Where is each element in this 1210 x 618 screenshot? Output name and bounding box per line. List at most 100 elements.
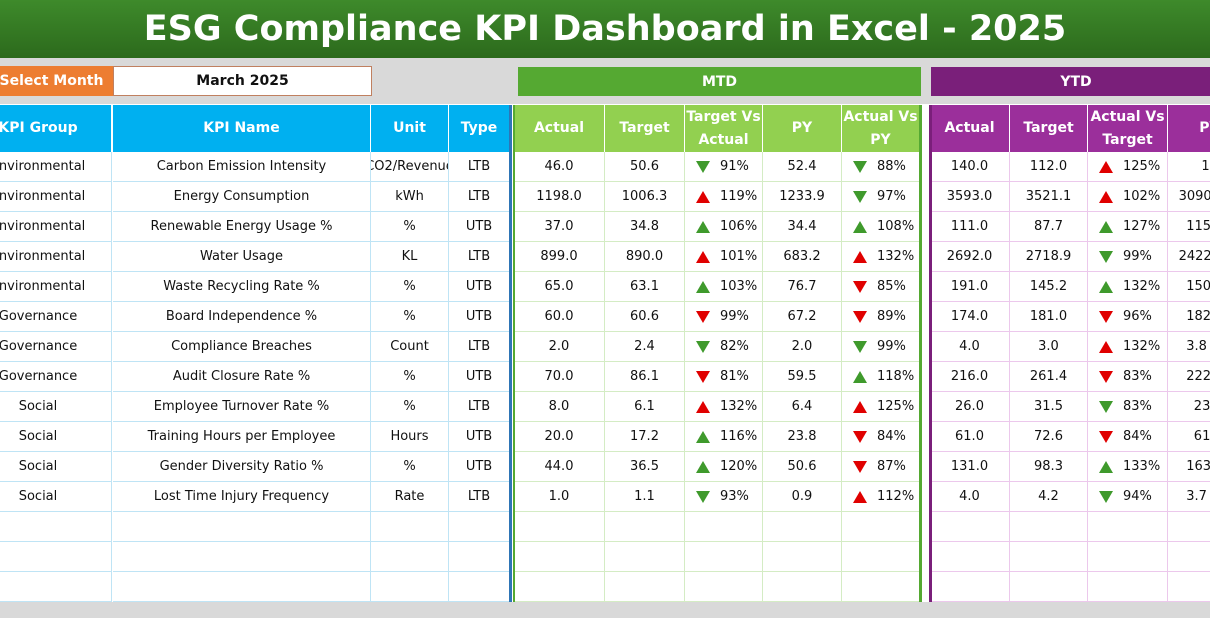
status-cell: 102% [1088,182,1168,212]
status-cell: 108% [842,212,920,242]
empty-cell [763,572,842,602]
status-cell: 125% [1088,152,1168,182]
arrow-shape [696,160,710,173]
cell-value: 60.0 [514,302,605,332]
arrow-shape [696,190,710,203]
status-cell: 132% [1088,332,1168,362]
status-cell: 91% [685,152,763,182]
mtd-banner: MTD [518,67,921,96]
select-label: Select Month [0,66,113,96]
cell-value: 34.4 [763,212,842,242]
status-cell: 83% [1088,392,1168,422]
status-value: 116% [720,429,758,444]
cell-value: 222 [1168,362,1210,392]
status-cell: 82% [685,332,763,362]
arrow-shape [1099,460,1113,473]
cell-value: Water Usage [113,242,371,272]
empty-cell [1088,542,1168,572]
status-cell: 96% [1088,302,1168,332]
cell-value: 70.0 [514,362,605,392]
status-cell: 103% [685,272,763,302]
cell-value: 3593.0 [930,182,1010,212]
cell-value: Hours [371,422,449,452]
cell-value: 182 [1168,302,1210,332]
status-value: 81% [720,369,749,384]
empty-cell [930,542,1010,572]
column-header: Type [449,105,510,152]
cell-value: 115 [1168,212,1210,242]
status-cell: 118% [842,362,920,392]
status-arrow [853,370,867,383]
status-arrow [853,280,867,293]
cell-value: 181.0 [1010,302,1088,332]
cell-value: 44.0 [514,452,605,482]
empty-cell [842,542,920,572]
status-value: 93% [720,489,749,504]
empty-cell [0,512,112,542]
status-value: 84% [877,429,906,444]
cell-value: LTB [449,482,510,512]
status-value: 101% [720,249,758,264]
cell-value: Count [371,332,449,362]
status-cell: 116% [685,422,763,452]
status-cell: 99% [842,332,920,362]
empty-cell [605,512,685,542]
column-header: Unit [371,105,449,152]
empty-cell [113,512,371,542]
arrow-shape [853,250,867,263]
cell-value: kWh [371,182,449,212]
cell-value: 1006.3 [605,182,685,212]
empty-cell [0,572,112,602]
column-header: Actual [514,105,605,152]
arrow-shape [696,370,710,383]
status-value: 120% [720,459,758,474]
status-cell: 132% [1088,272,1168,302]
arrow-shape [696,340,710,353]
cell-value: 6.4 [763,392,842,422]
status-value: 84% [1123,429,1152,444]
month-selector[interactable]: March 2025 [113,66,372,96]
cell-value: Environmental [0,212,112,242]
column-header: KPI Name [113,105,371,152]
status-value: 106% [720,219,758,234]
cell-value: LTB [449,332,510,362]
cell-value: Environmental [0,242,112,272]
status-arrow [853,310,867,323]
status-arrow [1099,430,1113,443]
status-arrow [1099,250,1113,263]
arrow-shape [1099,430,1113,443]
cell-value: KL [371,242,449,272]
empty-cell [514,542,605,572]
empty-cell [763,512,842,542]
title: ESG Compliance KPI Dashboard in Excel - … [0,0,1210,58]
cell-value: 36.5 [605,452,685,482]
cell-value: 111.0 [930,212,1010,242]
status-arrow [696,370,710,383]
arrow-shape [696,220,710,233]
cell-value: 174.0 [930,302,1010,332]
cell-value: 52.4 [763,152,842,182]
empty-cell [0,542,112,572]
arrow-shape [1099,490,1113,503]
cell-value: % [371,302,449,332]
empty-cell [1010,572,1088,602]
cell-value: 2.4 [605,332,685,362]
cell-value: 8.0 [514,392,605,422]
cell-value: % [371,452,449,482]
cell-value: % [371,272,449,302]
status-arrow [1099,220,1113,233]
arrow-shape [853,460,867,473]
empty-cell [1088,512,1168,542]
cell-value: 3521.1 [1010,182,1088,212]
cell-value: 150 [1168,272,1210,302]
cell-value: Environmental [0,182,112,212]
status-cell: 133% [1088,452,1168,482]
status-cell: 106% [685,212,763,242]
status-cell: 112% [842,482,920,512]
cell-value: Audit Closure Rate % [113,362,371,392]
status-arrow [696,400,710,413]
cell-value: 3.8 [1168,332,1210,362]
arrow-shape [1099,190,1113,203]
cell-value: % [371,362,449,392]
status-arrow [853,250,867,263]
